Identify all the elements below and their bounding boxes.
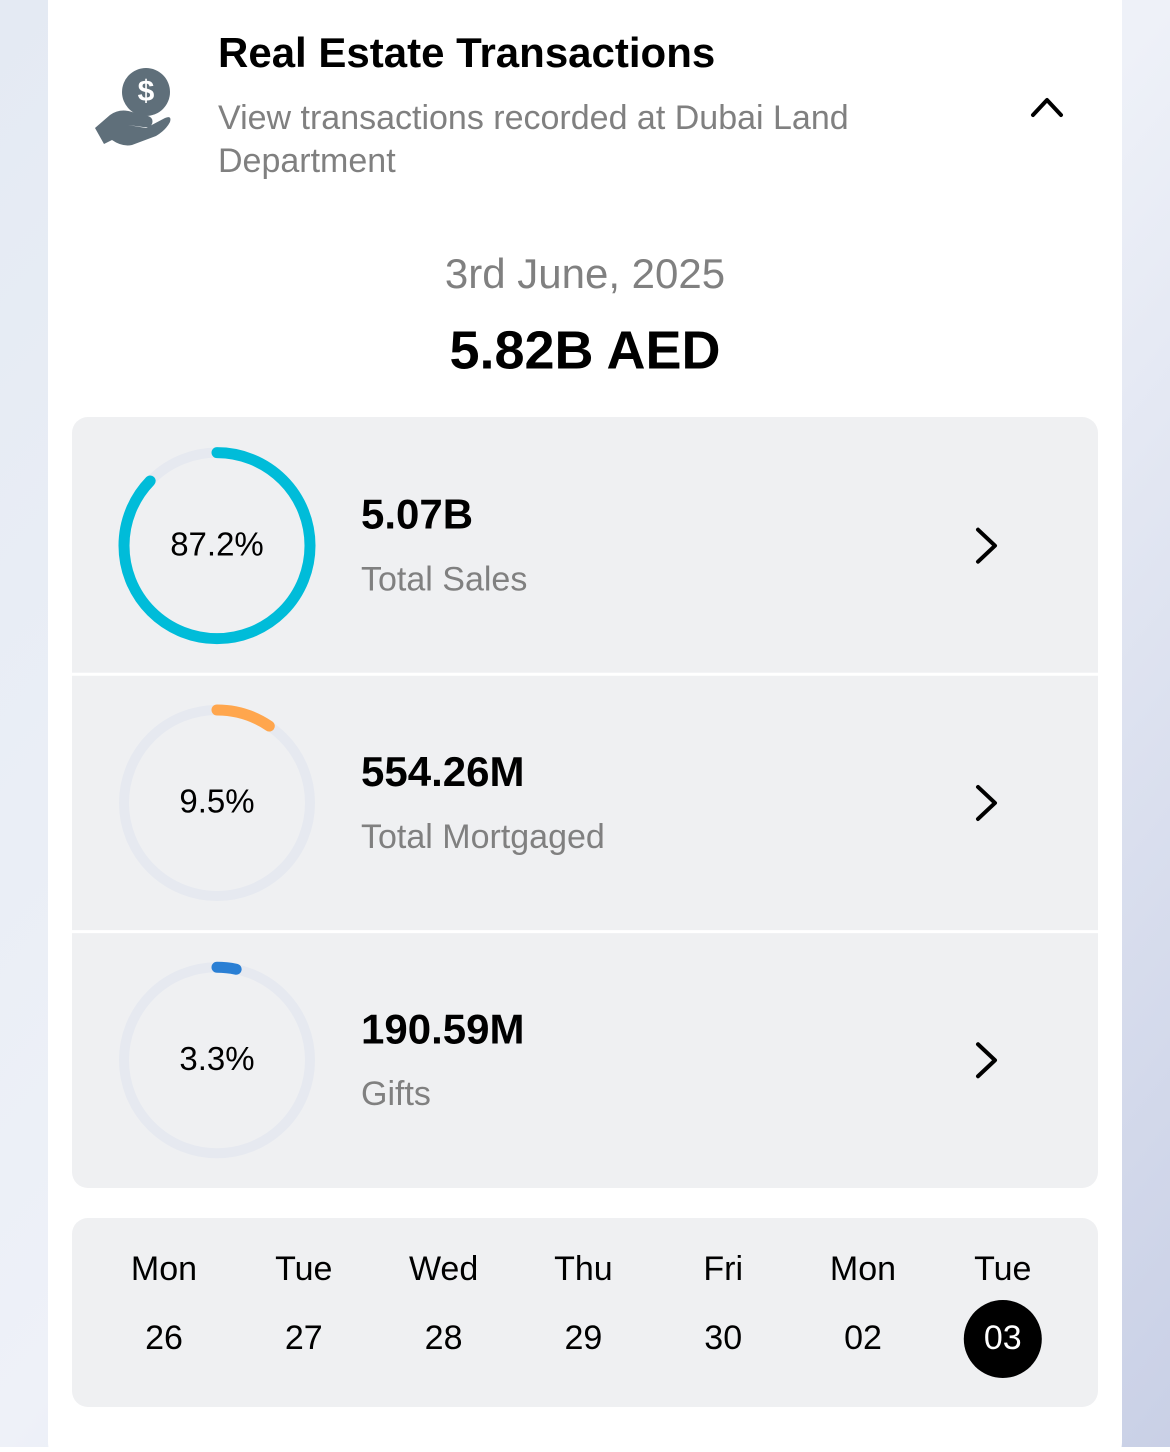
percent-label: 3.3% xyxy=(179,1040,254,1077)
category: Gifts xyxy=(361,1075,431,1113)
chevron-right xyxy=(976,527,997,564)
amount: 554.26M xyxy=(361,748,524,795)
day-number[interactable]: 27 xyxy=(285,1319,323,1357)
day-number[interactable]: 02 xyxy=(844,1319,882,1357)
day-number[interactable]: 03 xyxy=(984,1319,1022,1357)
date: 3rd June, 2025 xyxy=(445,250,725,297)
percent-label: 9.5% xyxy=(179,783,254,820)
weekday[interactable]: Thu xyxy=(554,1250,613,1288)
weekday[interactable]: Tue xyxy=(974,1250,1031,1288)
category: Total Sales xyxy=(361,561,527,599)
title: Real Estate Transactions xyxy=(218,29,715,76)
day-number[interactable]: 28 xyxy=(425,1319,463,1357)
total: 5.82B AED xyxy=(449,320,720,380)
weekday[interactable]: Wed xyxy=(409,1250,478,1288)
subtitle: Department xyxy=(218,142,396,180)
chevron-right xyxy=(976,784,997,821)
amount: 190.59M xyxy=(361,1005,524,1052)
percent-label: 87.2% xyxy=(170,525,264,562)
chevron-right xyxy=(976,1042,997,1079)
collapse-button[interactable] xyxy=(1031,98,1063,117)
ring-arc xyxy=(118,961,316,1159)
weekday[interactable]: Mon xyxy=(830,1250,896,1288)
category: Total Mortgaged xyxy=(361,818,605,856)
weekday[interactable]: Tue xyxy=(275,1250,332,1288)
day-picker xyxy=(72,1218,1098,1407)
subtitle: View transactions recorded at Dubai Land xyxy=(218,99,849,137)
money-icon xyxy=(95,68,171,146)
amount: 5.07B xyxy=(361,491,473,538)
weekday[interactable]: Fri xyxy=(703,1250,743,1288)
dollar-sign: $ xyxy=(138,75,155,108)
day-number[interactable]: 26 xyxy=(145,1319,183,1357)
day-number[interactable]: 29 xyxy=(564,1319,602,1357)
selected-day xyxy=(963,1300,1042,1378)
ring-arc xyxy=(118,447,316,645)
breakdown-panel xyxy=(72,417,1098,1188)
ring-arc xyxy=(118,704,316,902)
day-number[interactable]: 30 xyxy=(704,1319,742,1357)
weekday[interactable]: Mon xyxy=(131,1250,197,1288)
